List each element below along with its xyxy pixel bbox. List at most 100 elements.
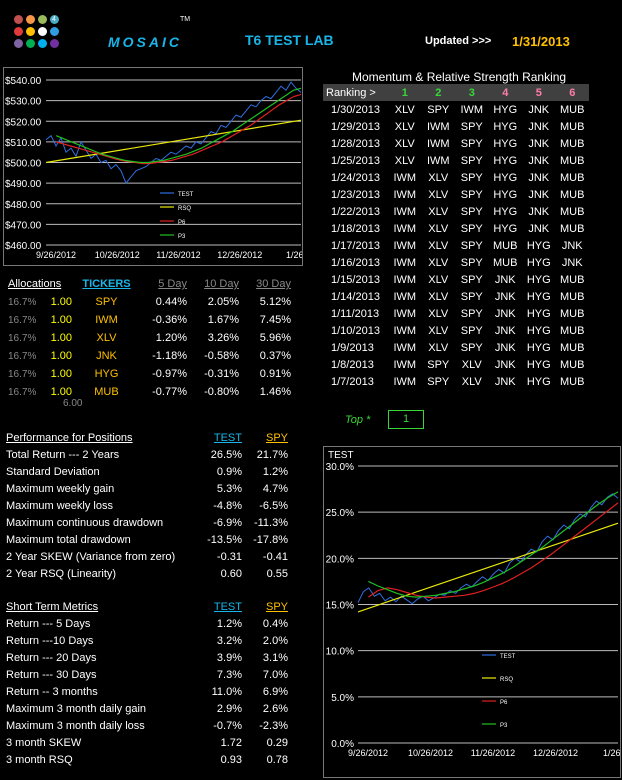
- performance-header-row: Performance for Positions TEST SPY: [6, 429, 288, 446]
- ranking-cell: HYG: [493, 137, 518, 150]
- metric-spy-value: 0.55: [266, 567, 288, 580]
- allocation-30day: 5.96%: [259, 332, 291, 344]
- ranking-row: 1/14/2013 IWM XLV SPY JNK HYG MUB: [323, 288, 589, 305]
- metric-row: Standard Deviation 0.9% 1.2%: [6, 463, 288, 480]
- metric-test-value: 0.60: [220, 567, 242, 580]
- metric-row: Return -- 3 months 11.0% 6.9%: [6, 683, 288, 700]
- ranking-cell: MUB: [560, 307, 585, 320]
- y-tick-label: $510.00: [5, 138, 42, 149]
- ranking-cell: IWM: [393, 341, 417, 354]
- ranking-cell: XLV: [428, 239, 449, 252]
- ranking-cell: SPY: [460, 205, 483, 218]
- allocation-pct: 16.7%: [8, 314, 37, 326]
- ranking-row: 1/29/2013 XLV IWM SPY HYG JNK MUB: [323, 118, 589, 135]
- ranking-row: 1/22/2013 IWM XLV SPY HYG JNK MUB: [323, 203, 589, 220]
- performance-title: Performance for Positions: [6, 431, 133, 444]
- ranking-row: 1/23/2013 IWM XLV SPY HYG JNK MUB: [323, 186, 589, 203]
- y-tick-label: 5.0%: [331, 693, 354, 704]
- metric-spy-value: 0.29: [266, 736, 288, 749]
- allocation-5day: -0.77%: [152, 386, 187, 398]
- metric-row: Maximum total drawdown -13.5% -17.8%: [6, 531, 288, 548]
- allocation-weight: 1.00: [50, 368, 72, 380]
- ranking-cell: SPY: [460, 222, 483, 235]
- ranking-cell: SPY: [460, 171, 483, 184]
- y-tick-label: 0.0%: [331, 739, 354, 750]
- metric-test-value: 1.72: [220, 736, 242, 749]
- x-tick-label: 10/26/2012: [95, 250, 140, 260]
- allocation-weight: 1.00: [50, 332, 72, 344]
- shortterm-table: Short Term Metrics TEST SPY Return --- 5…: [6, 598, 288, 768]
- top-label: Top *: [345, 414, 371, 426]
- ranking-cell: MUB: [560, 273, 585, 286]
- ranking-cell: SPY: [460, 256, 483, 269]
- ranking-row: 1/28/2013 XLV IWM SPY HYG JNK MUB: [323, 135, 589, 152]
- metric-label: Return --- 30 Days: [6, 668, 97, 681]
- metric-label: 2 Year RSQ (Linearity): [6, 567, 117, 580]
- logo-dot-icon: [14, 15, 23, 24]
- metric-spy-value: 6.9%: [262, 685, 288, 698]
- brand-name: MOSAIC: [108, 34, 182, 50]
- metric-label: Maximum 3 month daily loss: [6, 719, 145, 732]
- price-chart: $540.00 $530.00 $520.00 $510.00 $500.00 $490.…: [3, 67, 316, 266]
- x-tick-label: 1/26/20: [286, 250, 302, 260]
- ranking-date: 1/15/2013: [331, 273, 380, 286]
- metric-row: 2 Year SKEW (Variance from zero) -0.31 -0.…: [6, 548, 288, 565]
- ranking-cell: SPY: [460, 154, 483, 167]
- price-chart-svg: $540.00 $530.00 $520.00 $510.00 $500.00 $490.…: [5, 76, 316, 260]
- ranking-row: 1/7/2013 IWM SPY XLV JNK HYG MUB: [323, 373, 589, 390]
- allocation-weight: 1.00: [50, 386, 72, 398]
- ranking-cell: HYG: [526, 273, 551, 286]
- series-line-p6: [56, 93, 302, 165]
- allocations-total: 6.00: [63, 398, 83, 409]
- ranking-cell: IWM: [393, 290, 417, 303]
- logo-dot-icon: [14, 27, 23, 36]
- allocation-30day: 7.45%: [259, 314, 291, 326]
- metric-row: Return --- 20 Days 3.9% 3.1%: [6, 649, 288, 666]
- ranking-cell: MUB: [560, 205, 585, 218]
- metric-label: Maximum continuous drawdown: [6, 516, 164, 529]
- ranking-cell: XLV: [428, 222, 449, 235]
- ranking-cell: MUB: [560, 154, 585, 167]
- y-tick-label: $500.00: [5, 159, 42, 170]
- ranking-header-col: 2: [421, 84, 455, 101]
- ranking-cell: IWM: [393, 256, 417, 269]
- ranking-cell: JNK: [494, 341, 516, 354]
- ranking-cell: MUB: [560, 341, 585, 354]
- ranking-cell: HYG: [526, 239, 551, 252]
- metric-spy-value: 3.1%: [262, 651, 288, 664]
- series-line-test: [45, 81, 302, 185]
- allocation-ticker: IWM: [95, 314, 118, 326]
- series-line-test: [357, 493, 619, 605]
- ranking-cell: JNK: [561, 239, 583, 252]
- y-tick-label: $490.00: [5, 179, 42, 190]
- metric-spy-value: 2.6%: [262, 702, 288, 715]
- allocation-ticker: XLV: [96, 332, 117, 344]
- return-chart-svg: 30.0% 25.0% 20.0% 15.0% 10.0% 5.0% 0.0%9/26/20…: [326, 450, 622, 758]
- ranking-cell: SPY: [460, 307, 483, 320]
- metric-label: Return -- 3 months: [6, 685, 98, 698]
- allocation-ticker: SPY: [95, 296, 118, 308]
- top-input[interactable]: 1: [388, 410, 424, 429]
- ranking-cell: IWM: [393, 188, 417, 201]
- ranking-cell: XLV: [394, 120, 415, 133]
- ranking-date: 1/22/2013: [331, 205, 380, 218]
- ranking-cell: MUB: [560, 137, 585, 150]
- performance-col-spy: SPY: [265, 431, 288, 444]
- ranking-cell: HYG: [526, 341, 551, 354]
- allocation-ticker: MUB: [94, 386, 119, 398]
- ranking-row: 1/24/2013 IWM XLV SPY HYG JNK MUB: [323, 169, 589, 186]
- ranking-cell: MUB: [560, 222, 585, 235]
- trademark-label: TM: [180, 16, 191, 23]
- metric-test-value: 11.0%: [211, 685, 242, 698]
- y-tick-label: $540.00: [5, 76, 42, 87]
- ranking-date: 1/11/2013: [331, 307, 380, 320]
- ranking-cell: IWM: [426, 154, 450, 167]
- ranking-cell: XLV: [428, 205, 449, 218]
- allocation-10day: -0.58%: [204, 350, 239, 362]
- metric-row: Total Return --- 2 Years 26.5% 21.7%: [6, 446, 288, 463]
- metric-spy-value: -17.8%: [253, 533, 288, 546]
- metric-spy-value: 21.7%: [256, 448, 288, 461]
- metric-spy-value: -6.5%: [259, 499, 288, 512]
- ranking-cell: HYG: [526, 290, 551, 303]
- legend-label: P3: [178, 234, 186, 240]
